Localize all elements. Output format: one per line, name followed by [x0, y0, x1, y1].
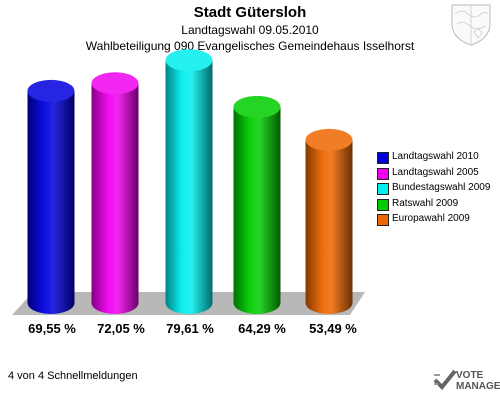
bar-top	[305, 128, 353, 151]
bar-top	[27, 79, 75, 102]
bar-top	[91, 72, 139, 95]
value-label: 69,55 %	[28, 321, 76, 336]
legend-swatch	[377, 168, 389, 180]
legend-label: Landtagswahl 2010	[392, 151, 479, 162]
legend-label: Europawahl 2009	[392, 213, 470, 224]
value-label: 64,29 %	[238, 321, 286, 336]
bar-2	[91, 72, 139, 314]
logo-text-manager: MANAGER	[456, 381, 500, 392]
value-label: 72,05 %	[97, 321, 145, 336]
value-label: 53,49 %	[309, 321, 357, 336]
votemanager-icon	[433, 369, 457, 390]
votemanager-logo-text: VOTE MANAGER	[456, 370, 500, 392]
bar-body	[165, 60, 213, 314]
legend-label: Landtagswahl 2005	[392, 167, 479, 178]
bar-body	[27, 90, 75, 314]
bar-5	[305, 128, 353, 314]
legend-swatch	[377, 214, 389, 226]
value-label: 79,61 %	[166, 321, 214, 336]
legend-swatch	[377, 152, 389, 164]
bar-1	[27, 79, 75, 314]
coat-of-arms-icon	[451, 4, 491, 46]
bar-top	[233, 95, 281, 118]
chart-subtitle-2: Wahlbeteiligung 090 Evangelisches Gemein…	[85, 39, 415, 53]
bar-top	[165, 49, 213, 72]
legend-swatch	[377, 183, 389, 195]
bar-body	[91, 83, 139, 314]
bar-body	[233, 106, 281, 314]
legend-label: Bundestagswahl 2009	[392, 182, 491, 193]
bar-body	[305, 139, 353, 314]
bar-4	[233, 95, 281, 314]
footer-status: 4 von 4 Schnellmeldungen	[8, 370, 138, 382]
legend-swatch	[377, 199, 389, 211]
legend-label: Ratswahl 2009	[392, 198, 459, 209]
chart-title: Stadt Gütersloh	[193, 4, 307, 21]
bar-3	[165, 49, 213, 314]
logo-text-vote: VOTE	[456, 370, 484, 381]
chart-subtitle: Landtagswahl 09.05.2010	[181, 23, 319, 37]
